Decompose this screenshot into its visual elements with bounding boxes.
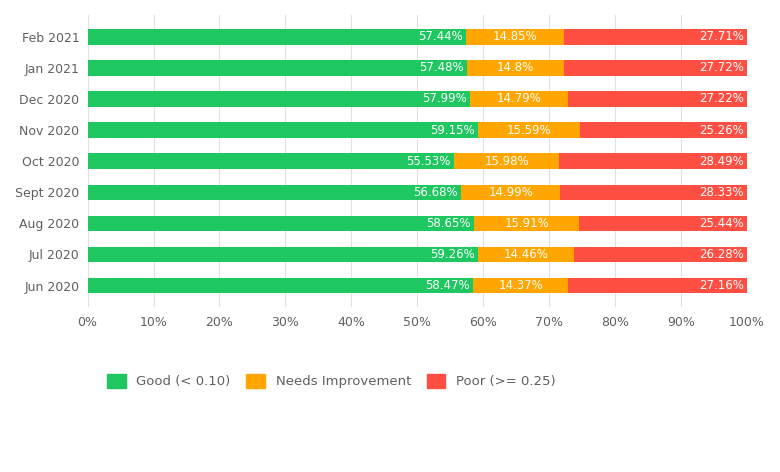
Bar	[87, 185, 462, 200]
Text: 27.71%: 27.71%	[699, 30, 744, 43]
Text: 28.33%: 28.33%	[699, 186, 744, 199]
Text: 26.28%: 26.28%	[699, 248, 744, 261]
Bar	[462, 185, 560, 200]
Bar	[87, 29, 466, 44]
Text: 14.46%: 14.46%	[504, 248, 548, 261]
Bar	[470, 91, 568, 107]
Bar	[87, 278, 473, 294]
Bar	[477, 122, 580, 138]
Text: 55.53%: 55.53%	[406, 155, 451, 168]
Bar	[87, 60, 466, 76]
Legend: Good (< 0.10), Needs Improvement, Poor (>= 0.25): Good (< 0.10), Needs Improvement, Poor (…	[108, 374, 555, 388]
Bar	[474, 216, 580, 231]
Bar	[574, 247, 747, 262]
Bar	[466, 60, 564, 76]
Text: 57.48%: 57.48%	[419, 61, 463, 75]
Bar	[87, 122, 477, 138]
Bar	[564, 29, 747, 44]
Bar	[454, 153, 559, 169]
Text: 56.68%: 56.68%	[413, 186, 458, 199]
Text: 27.22%: 27.22%	[699, 93, 744, 105]
Bar	[466, 29, 564, 44]
Text: 14.37%: 14.37%	[498, 279, 543, 292]
Text: 28.49%: 28.49%	[699, 155, 744, 168]
Text: 14.8%: 14.8%	[497, 61, 534, 75]
Text: 27.72%: 27.72%	[699, 61, 744, 75]
Text: 25.26%: 25.26%	[699, 124, 744, 136]
Bar	[568, 91, 747, 107]
Text: 57.44%: 57.44%	[418, 30, 463, 43]
Text: 15.98%: 15.98%	[484, 155, 529, 168]
Text: 58.47%: 58.47%	[425, 279, 470, 292]
Bar	[87, 153, 454, 169]
Bar	[87, 247, 478, 262]
Text: 59.15%: 59.15%	[430, 124, 474, 136]
Text: 14.99%: 14.99%	[488, 186, 534, 199]
Bar	[560, 185, 747, 200]
Text: 14.79%: 14.79%	[496, 93, 541, 105]
Bar	[564, 60, 747, 76]
Bar	[580, 216, 747, 231]
Text: 15.59%: 15.59%	[507, 124, 551, 136]
Text: 57.99%: 57.99%	[422, 93, 466, 105]
Bar	[580, 122, 747, 138]
Bar	[568, 278, 747, 294]
Text: 14.85%: 14.85%	[493, 30, 537, 43]
Bar	[473, 278, 568, 294]
Bar	[559, 153, 747, 169]
Text: 25.44%: 25.44%	[699, 217, 744, 230]
Bar	[87, 91, 470, 107]
Bar	[87, 216, 474, 231]
Bar	[478, 247, 574, 262]
Text: 59.26%: 59.26%	[431, 248, 475, 261]
Text: 15.91%: 15.91%	[505, 217, 549, 230]
Text: 58.65%: 58.65%	[427, 217, 471, 230]
Text: 27.16%: 27.16%	[699, 279, 744, 292]
